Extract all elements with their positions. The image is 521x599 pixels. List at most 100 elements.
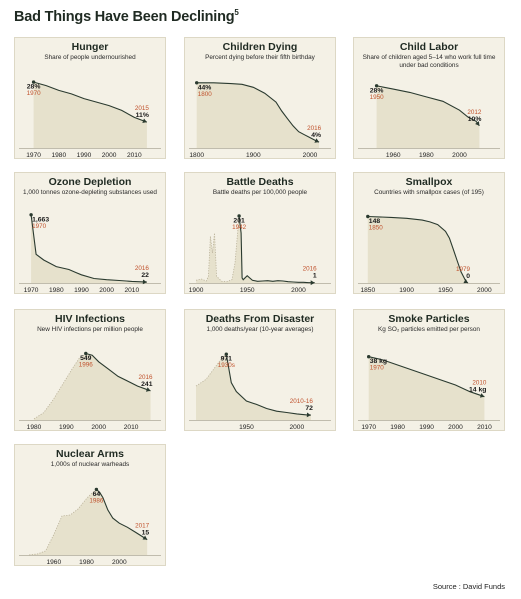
end-year-label: 2016 [307,125,322,132]
end-arrow [142,118,147,123]
series-line [225,354,311,416]
x-tick-label: 1980 [390,424,405,431]
start-point [31,80,36,84]
end-year-label: 2016 [303,266,318,273]
x-tick-label: 1960 [46,559,61,566]
x-tick-label: 2000 [291,287,306,294]
series-area [368,356,485,420]
x-tick-label: 2010 [477,424,492,431]
x-tick-label: 1980 [27,424,42,431]
x-tick-label: 2010 [124,424,139,431]
x-tick-label: 2000 [448,424,463,431]
series-area [367,216,469,283]
x-tick-label: 1950 [239,424,254,431]
x-tick-label: 1900 [246,152,261,159]
start-year-label: 1950 [370,94,385,101]
x-tick-label: 2000 [99,287,114,294]
x-tick-label: 2000 [303,152,318,159]
start-point [367,355,371,359]
x-tick-label: 1990 [74,287,89,294]
chart-panel-battle-deaths: Battle Deaths Battle deaths per 100,000 p… [184,172,336,294]
end-value-label: 241 [141,381,153,388]
series-area [33,353,151,420]
x-tick-label: 1980 [419,152,434,159]
x-tick-label: 1980 [49,287,64,294]
x-tick-label: 1990 [59,424,74,431]
start-year-label: 1996 [79,362,94,369]
series-line [376,85,480,127]
series-line [33,81,148,123]
end-value-label: 4% [311,132,321,139]
chart-title: Ozone Depletion [48,176,132,188]
series-line [367,215,469,284]
start-year-label: 1850 [369,225,384,232]
x-tick-label: 2010 [124,287,139,294]
chart-panel-hunger: Hunger Share of people undernourished 1970… [14,37,166,159]
x-tick-label: 1800 [189,152,204,159]
series-line-early [33,353,87,420]
start-year-label: 1970 [32,223,47,230]
end-year-label: 2010-16 [290,398,314,405]
chart-title: Smallpox [405,176,453,188]
end-value-label: 11% [136,112,149,119]
end-value-label: 22 [141,272,149,279]
chart-title: Child Labor [399,41,459,53]
x-tick-label: 1960 [386,152,401,159]
start-point [374,84,379,88]
series-area [29,489,148,555]
x-tick-label: 1970 [26,152,41,159]
chart-panel-smallpox: Smallpox Countries with smallpox cases (o… [353,172,505,294]
x-tick-label: 2000 [91,424,106,431]
x-tick-label: 2000 [112,559,127,566]
end-arrow [314,138,320,143]
x-tick-label: 1900 [399,287,414,294]
start-year-label: 1986 [89,497,104,504]
start-value-label: 44% [198,84,212,91]
series-area [376,85,480,148]
end-year-label: 2016 [135,265,150,272]
x-tick-label: 1900 [189,287,204,294]
series-area [33,82,147,148]
start-year-label: 1970 [27,90,42,97]
chart-title: Deaths From Disaster [205,313,315,325]
start-value-label: 148 [369,218,381,225]
x-tick-label: 2000 [289,424,304,431]
x-tick-label: 1990 [419,424,434,431]
start-point [94,487,99,492]
series-line [196,82,320,143]
chart-panel-smoke-particles: Smoke Particles Kg SO₂ particles emitted … [353,309,505,431]
end-value-label: 10% [468,116,482,123]
x-tick-label: 2000 [452,152,467,159]
start-value-label: 1,663 [32,216,49,223]
x-tick-label: 1990 [77,152,92,159]
chart-panel-hiv-infections: HIV Infections New HIV infections per mil… [14,309,166,431]
chart-subtitle: Countries with smallpox cases (of 195) [374,189,484,196]
series-line-early [195,353,227,387]
start-value-label: 201 [233,218,245,225]
start-value-label: 38 kg [370,358,387,365]
x-tick-label: 2010 [127,152,142,159]
end-arrow [142,279,147,285]
start-point [366,214,370,219]
start-point [195,81,199,85]
series-line [238,215,315,284]
chart-subtitle: 1,000 deaths/year (10-year averages) [206,326,314,333]
x-tick-label: 1980 [79,559,94,566]
x-tick-label: 1950 [438,287,453,294]
chart-subtitle: Share of people undernourished [44,54,136,61]
chart-title: Hunger [71,41,109,53]
start-value-label: 28% [27,84,41,91]
chart-panel-children-dying: Children Dying Percent dying before their… [184,37,336,159]
chart-subtitle: 1,000 tonnes ozone-depleting substances … [23,189,157,196]
x-tick-label: 2000 [102,152,117,159]
chart-subtitle: Percent dying before their fifth birthda… [205,54,315,61]
series-area [31,214,147,283]
end-arrow [475,121,480,126]
end-year-label: 2016 [138,374,153,381]
